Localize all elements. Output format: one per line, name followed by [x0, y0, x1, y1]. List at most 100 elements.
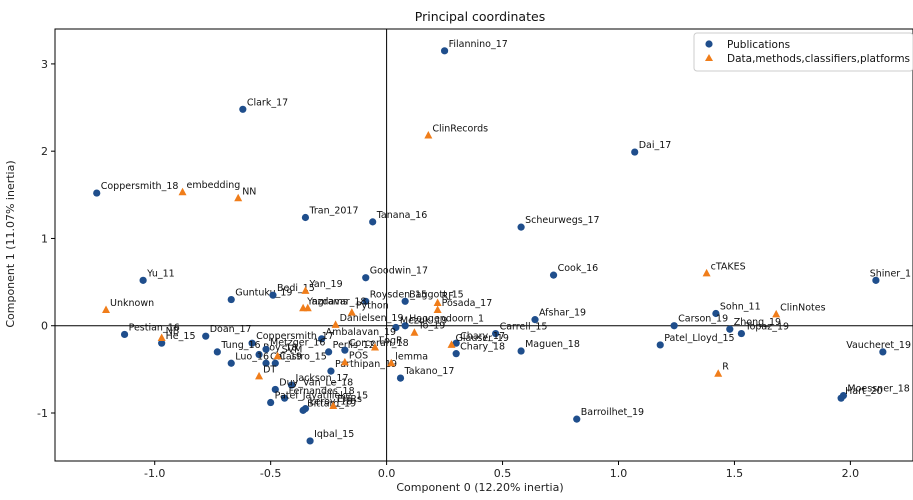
publication-point: [327, 367, 335, 375]
publication-point: [837, 394, 845, 402]
y-tick-label: 1: [41, 232, 48, 245]
publication-point: [248, 339, 256, 347]
publication-label: Filannino_17: [449, 39, 508, 50]
method-label: Python: [356, 301, 389, 312]
x-tick-label: 0.5: [494, 467, 512, 480]
publication-label: Hart_20: [845, 386, 882, 397]
method-point: [447, 340, 456, 348]
publication-label: Hoogendoorn_1: [409, 314, 484, 325]
publication-point: [239, 105, 247, 113]
x-tick-label: -0.5: [260, 467, 281, 480]
publication-label: Scheurwegs_17: [525, 215, 599, 226]
publication-label: Tanana_16: [376, 210, 428, 221]
publication-point: [271, 385, 279, 394]
publication-label: Cai_19: [270, 351, 302, 362]
publication-label: Topaz_19: [744, 322, 789, 333]
publication-point: [262, 345, 270, 353]
publication-label: He_15: [166, 331, 196, 342]
method-label: lemma: [395, 351, 428, 362]
publication-point: [631, 148, 639, 156]
method-point: [424, 130, 433, 139]
method-label: Danielsen_19: [340, 313, 404, 324]
method-label: embedding: [187, 180, 241, 191]
publication-label: Zhong_19: [734, 317, 781, 328]
publication-point: [202, 332, 210, 340]
method-point: [702, 268, 711, 277]
publication-label: Ambalavan_19: [326, 327, 396, 338]
y-tick-label: 0: [41, 320, 48, 333]
method-point: [433, 298, 442, 307]
method-label: Unknown: [110, 298, 154, 309]
publication-point: [517, 347, 525, 355]
method-label: RF: [442, 291, 454, 302]
publication-label: Pestian_16: [129, 322, 180, 333]
publication-label: Chary_18: [460, 342, 505, 353]
publication-label: Afshar_19: [539, 308, 586, 319]
publication-point: [452, 339, 460, 347]
publication-label: Coppersmith_17: [256, 331, 334, 342]
publication-label: Sohn_11: [720, 302, 761, 313]
method-label: DT: [263, 364, 276, 375]
publication-point: [573, 415, 581, 423]
publication-label: Vaucheret_19: [846, 340, 911, 351]
method-point: [273, 351, 282, 360]
publication-point: [879, 348, 887, 356]
publication-point: [287, 381, 296, 389]
publication-point: [491, 329, 500, 338]
method-label: ngrams: [312, 296, 348, 307]
method-point: [347, 308, 356, 316]
publication-label: Corcoran_18: [349, 338, 409, 349]
method-point: [714, 369, 723, 377]
data-points: Filannino_17 Clark_17 Dai_17 Coppersmith_18…: [93, 39, 911, 445]
publication-point: [306, 437, 314, 445]
publication-label: Patel_Jayatilleke_15: [275, 391, 368, 402]
publication-label: Mezuk_19: [400, 315, 447, 326]
y-tick-label: 2: [41, 145, 48, 158]
publication-point: [670, 322, 678, 330]
method-label: cTAKES: [711, 261, 746, 272]
publication-label: Barroilhet_19: [581, 407, 644, 418]
chart-title: Principal coordinates: [415, 9, 545, 24]
method-label: ClinRecords: [432, 123, 488, 134]
method-label: EHRs: [337, 394, 362, 405]
method-label: LogR: [379, 336, 403, 347]
publication-point: [158, 339, 166, 347]
method-point: [301, 286, 310, 294]
publication-label: Duy_Van_Le_18: [279, 377, 353, 388]
publication-point: [93, 189, 101, 197]
publication-label: Goodwin_17: [370, 266, 428, 277]
legend-label-publications: Publications: [727, 39, 790, 51]
method-point: [410, 328, 419, 336]
publication-point: [227, 359, 235, 367]
method-point: [340, 357, 349, 366]
y-tick-label: -1: [37, 407, 48, 420]
publication-label: Moessner_18: [847, 384, 909, 395]
publication-label: Bittard_19: [307, 398, 356, 409]
publication-point: [392, 323, 400, 332]
x-tick-label: 1.5: [726, 467, 744, 480]
publication-label: Leroy_18: [309, 397, 352, 408]
y-axis-ticks: -1 0 1 2 3: [37, 58, 55, 420]
publication-label: Yu_11: [146, 268, 175, 279]
publication-point: [549, 271, 558, 279]
publication-label: Bedi_15: [277, 283, 315, 294]
method-point: [255, 371, 264, 380]
publication-point: [362, 297, 370, 305]
x-axis-ticks: -1.0 -0.5 0.0 0.5 1.0 1.5 2.0: [144, 461, 859, 480]
method-point: [772, 309, 781, 318]
publication-label: Guntuku_19: [235, 288, 292, 299]
publication-label: Coppersmith_18: [101, 181, 179, 192]
publication-point: [737, 329, 746, 338]
x-tick-label: 2.0: [842, 467, 860, 480]
method-point: [371, 343, 380, 351]
x-tick-label: -1.0: [144, 467, 165, 480]
method-point: [329, 401, 338, 410]
method-label: Glauser_19: [456, 333, 509, 344]
publication-point: [517, 223, 525, 231]
publication-point: [726, 325, 734, 333]
method-label: POS: [349, 350, 368, 361]
publication-point: [262, 359, 270, 367]
publication-point: [362, 274, 370, 282]
publication-label: Takano_17: [404, 366, 455, 377]
